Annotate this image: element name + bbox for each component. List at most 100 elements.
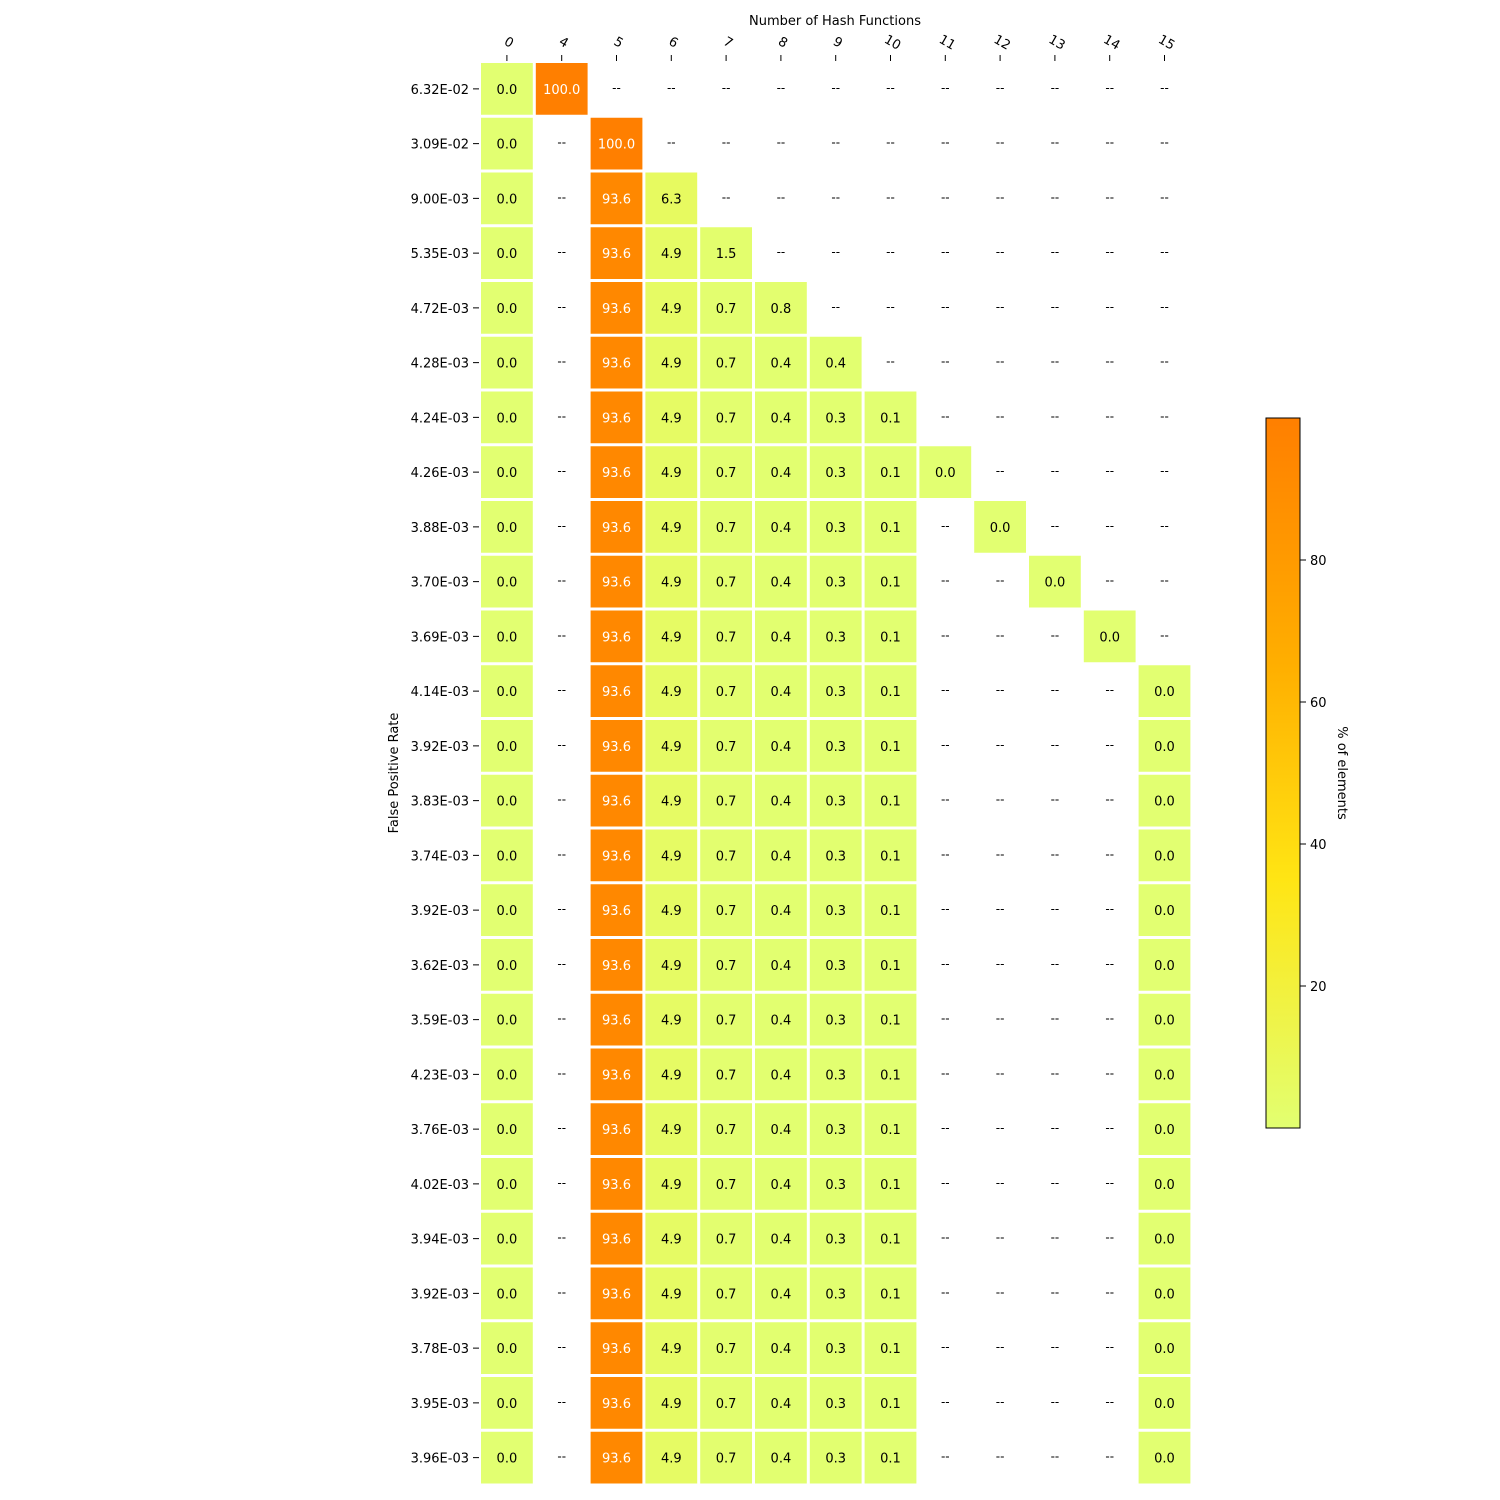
heatmap-cell-label: 4.9 (661, 904, 682, 919)
heatmap-cell-label: 0.0 (1154, 1287, 1175, 1302)
heatmap-cell-label: 0.4 (771, 1397, 792, 1412)
heatmap-cell (590, 1322, 643, 1374)
heatmap-cell (481, 1103, 533, 1155)
heatmap-cell (755, 829, 807, 882)
heatmap-missing-label: -- (886, 81, 895, 95)
heatmap-cell-label: 0.0 (497, 1014, 518, 1029)
heatmap-cell-label: 0.0 (497, 1178, 518, 1193)
heatmap-cell-label: 0.0 (497, 247, 518, 262)
heatmap-cell (864, 1322, 917, 1374)
heatmap-cell-label: 0.0 (1154, 1123, 1175, 1138)
heatmap-cell-label: 0.1 (880, 849, 901, 864)
heatmap-cell (645, 774, 698, 827)
heatmap-cell (481, 720, 533, 772)
heatmap-cell (645, 993, 698, 1046)
heatmap-cell (700, 993, 752, 1046)
heatmap-missing-label: -- (557, 245, 566, 259)
heatmap-cell (645, 446, 698, 498)
heatmap-missing-label: -- (1051, 1395, 1060, 1409)
heatmap-cell (645, 172, 698, 225)
heatmap-missing-label: -- (1160, 355, 1169, 369)
heatmap-cell-label: 93.6 (602, 1233, 631, 1248)
heatmap-cells: 0.0 100.0 -- -- -- -- -- -- -- -- -- -- -- 0.0 -- 100.0… (481, 63, 1191, 1484)
heatmap-cell (590, 1158, 643, 1210)
heatmap-cell-label: 93.6 (602, 849, 631, 864)
heatmap-cell-label: 100.0 (598, 138, 635, 153)
heatmap-missing-label: -- (557, 1176, 566, 1190)
heatmap-cell-label: 0.4 (825, 357, 846, 372)
heatmap-cell (700, 1431, 752, 1484)
heatmap-missing-label: -- (941, 683, 950, 697)
y-tick-label: 3.76E-03 (411, 1123, 469, 1138)
heatmap-cell (700, 555, 752, 608)
heatmap-missing-label: -- (1051, 957, 1060, 971)
heatmap-cell-label: 4.9 (661, 466, 682, 481)
heatmap-cell-label: 0.7 (716, 466, 737, 481)
heatmap-cell-label: 0.3 (825, 576, 846, 591)
heatmap-cell-label: 0.3 (825, 849, 846, 864)
heatmap-missing-label: -- (1105, 1450, 1114, 1464)
heatmap-cell-label: 0.7 (716, 302, 737, 317)
heatmap-cell (481, 282, 533, 334)
heatmap-cell-label: 0.0 (497, 357, 518, 372)
heatmap-cell (1138, 1431, 1191, 1484)
heatmap-cell (864, 829, 917, 882)
heatmap-cell-label: 0.1 (880, 630, 901, 645)
heatmap-cell (864, 720, 917, 772)
heatmap-cell-label: 0.3 (825, 466, 846, 481)
heatmap-cell-label: 0.1 (880, 1233, 901, 1248)
heatmap-missing-label: -- (831, 245, 840, 259)
heatmap-missing-label: -- (996, 245, 1005, 259)
colorbar-tick-label: 60 (1310, 696, 1327, 711)
x-tick-label: 14 (1101, 32, 1123, 53)
heatmap-cell (864, 555, 917, 608)
heatmap-missing-label: -- (996, 355, 1005, 369)
x-tick-label: 6 (666, 34, 681, 51)
heatmap-missing-label: -- (1051, 1450, 1060, 1464)
heatmap-missing-label: -- (941, 1450, 950, 1464)
heatmap-missing-label: -- (667, 136, 676, 150)
heatmap-cell-label: 4.9 (661, 1397, 682, 1412)
heatmap-cell (481, 501, 533, 553)
heatmap-cell-label: 0.0 (497, 138, 518, 153)
heatmap-missing-label: -- (1051, 1121, 1060, 1135)
heatmap-cell (809, 1212, 862, 1265)
y-tick-label: 4.72E-03 (411, 302, 469, 317)
heatmap-cell-label: 0.7 (716, 1123, 737, 1138)
heatmap-cell-label: 4.9 (661, 1178, 682, 1193)
heatmap-cell-label: 4.9 (661, 1068, 682, 1083)
heatmap-missing-label: -- (1051, 300, 1060, 314)
heatmap-cell (700, 227, 752, 279)
heatmap-cell-label: 0.4 (771, 1287, 792, 1302)
heatmap-missing-label: -- (1105, 519, 1114, 533)
heatmap-cell-label: 93.6 (602, 1452, 631, 1467)
heatmap-cell (864, 1267, 917, 1320)
heatmap-cell-label: 4.9 (661, 1014, 682, 1029)
heatmap-missing-label: -- (941, 409, 950, 423)
heatmap-cell (1138, 993, 1191, 1046)
heatmap-missing-label: -- (886, 190, 895, 204)
x-tick-label: 11 (936, 32, 958, 53)
heatmap-missing-label: -- (996, 81, 1005, 95)
heatmap-cell (645, 501, 698, 553)
heatmap-cell-label: 0.0 (1154, 1014, 1175, 1029)
heatmap-missing-label: -- (941, 1285, 950, 1299)
heatmap-missing-label: -- (1051, 683, 1060, 697)
heatmap-missing-label: -- (996, 409, 1005, 423)
heatmap-cell (809, 774, 862, 827)
y-tick-label: 3.59E-03 (411, 1014, 469, 1029)
heatmap-missing-label: -- (1051, 464, 1060, 478)
heatmap-cell (700, 610, 752, 663)
heatmap-cell (1138, 1377, 1191, 1429)
heatmap-cell (755, 610, 807, 663)
heatmap-cell (481, 1267, 533, 1320)
heatmap-missing-label: -- (996, 957, 1005, 971)
heatmap-cell (481, 227, 533, 279)
heatmap-cell-label: 0.0 (497, 1233, 518, 1248)
heatmap-cell (755, 391, 807, 444)
heatmap-missing-label: -- (886, 245, 895, 259)
y-tick-label: 4.02E-03 (411, 1178, 469, 1193)
heatmap-cell-label: 0.3 (825, 904, 846, 919)
heatmap-cell-label: 93.6 (602, 1123, 631, 1138)
heatmap-missing-label: -- (996, 1231, 1005, 1245)
